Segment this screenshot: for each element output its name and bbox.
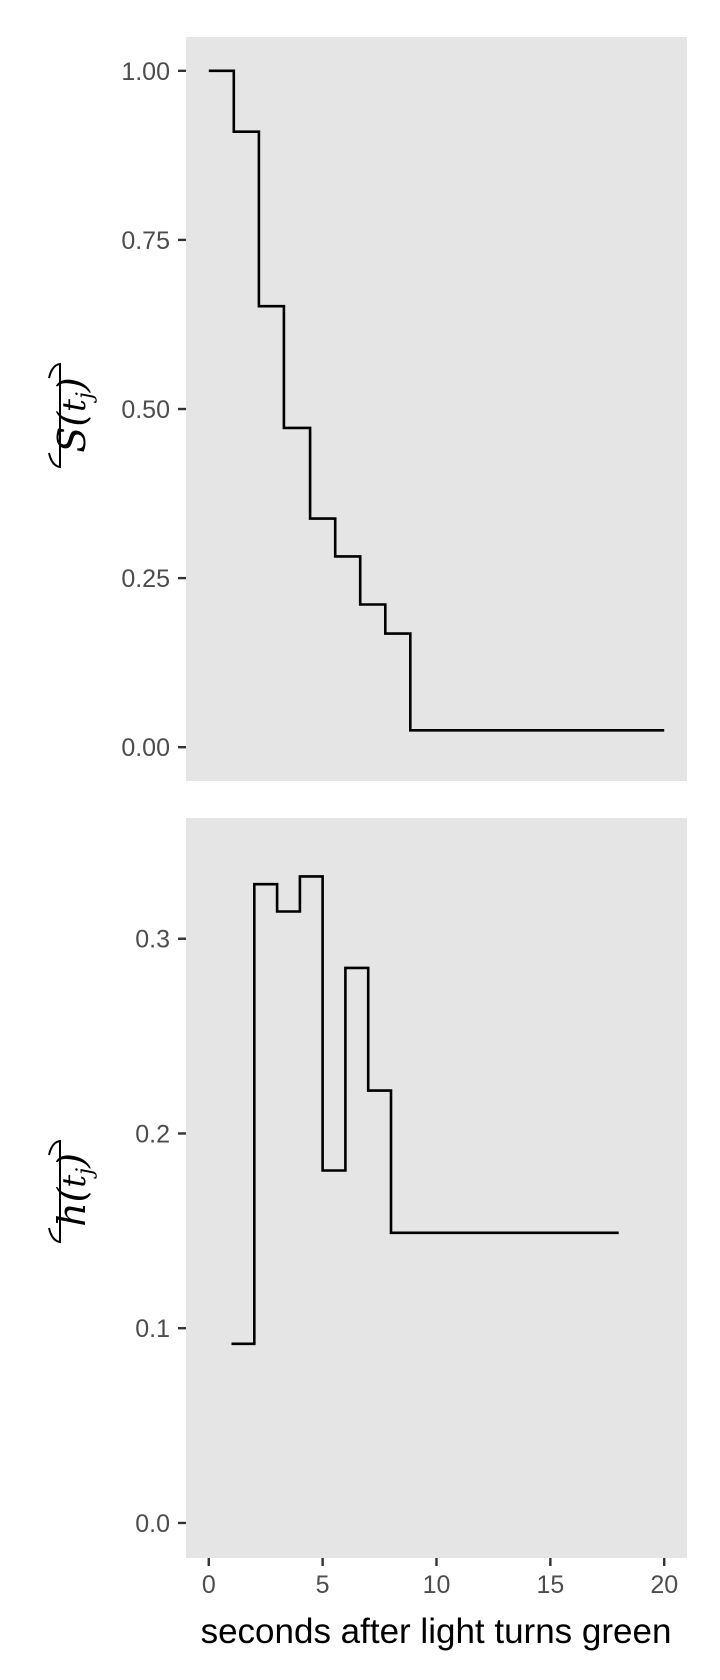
hazard-step-line xyxy=(231,875,619,1346)
x-tick-label: 5 xyxy=(316,1571,330,1599)
x-tick-label: 0 xyxy=(202,1571,216,1599)
survival-y-axis: 0.00 0.25 0.50 0.75 1.00 xyxy=(121,58,186,762)
x-axis-title: seconds after light turns green xyxy=(201,1612,672,1651)
survival-y-tick-label: 0.75 xyxy=(121,227,170,255)
survival-y-axis-title: S(tj) xyxy=(50,377,98,452)
hazard-y-axis-title-hat xyxy=(48,1139,61,1244)
x-tick-label: 10 xyxy=(423,1571,451,1599)
survival-y-axis-title-hat xyxy=(48,362,61,469)
hazard-y-axis-title: h(tj) xyxy=(50,1153,98,1227)
hazard-y-axis: 0.0 0.1 0.2 0.3 xyxy=(135,926,186,1538)
survival-y-tick-label: 0.25 xyxy=(121,565,170,593)
x-tick-label: 20 xyxy=(650,1571,678,1599)
survival-step-line xyxy=(208,69,665,732)
hazard-y-tick-label: 0.0 xyxy=(135,1510,170,1538)
survival-y-tick-label: 0.00 xyxy=(121,734,170,762)
hazard-y-tick-label: 0.3 xyxy=(135,926,170,954)
hazard-panel: 0.0 0.1 0.2 0.3 0 5 10 15 20 h(tj) seconds afte… xyxy=(48,818,687,1651)
hazard-y-tick-label: 0.2 xyxy=(135,1120,170,1148)
survival-y-tick-label: 1.00 xyxy=(121,58,170,86)
hazard-y-tick-label: 0.1 xyxy=(135,1315,170,1343)
survival-y-tick-label: 0.50 xyxy=(121,396,170,424)
x-axis: 0 5 10 15 20 xyxy=(202,1558,678,1599)
x-tick-label: 15 xyxy=(536,1571,564,1599)
survival-panel-background xyxy=(186,37,687,781)
survival-panel: 0.00 0.25 0.50 0.75 1.00 S(tj) xyxy=(48,37,687,781)
hazard-panel-background xyxy=(186,818,687,1558)
